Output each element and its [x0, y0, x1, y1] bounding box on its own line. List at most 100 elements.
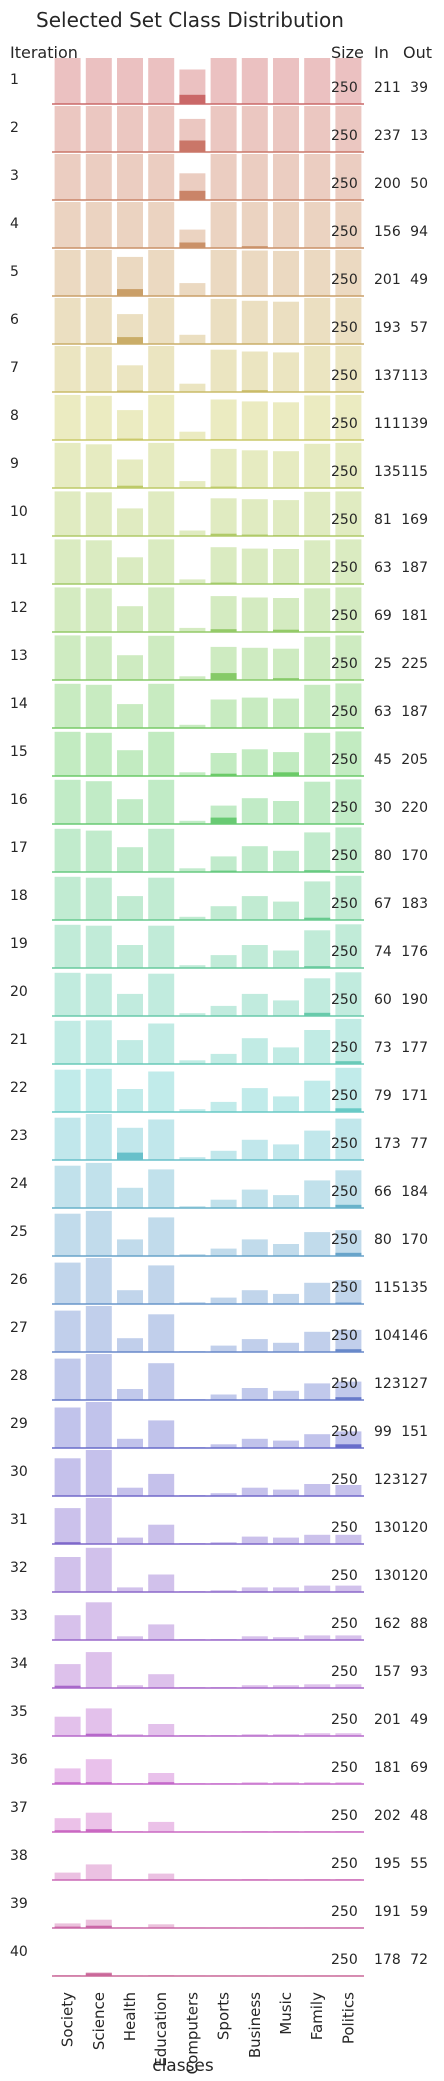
pool-bar — [86, 1450, 112, 1496]
pool-bar — [86, 396, 112, 440]
in-value: 67 — [374, 896, 392, 912]
pool-bar — [55, 1359, 81, 1400]
pool-bar — [273, 1490, 299, 1496]
pool-bar — [211, 1151, 237, 1160]
iteration-label: 21 — [10, 1032, 28, 1048]
pool-bar — [117, 945, 143, 968]
iteration-row: 19 250 74 176 — [10, 924, 428, 968]
selected-bar — [211, 673, 237, 680]
pool-bar — [242, 301, 268, 344]
pool-bar — [148, 1674, 174, 1688]
pool-bar — [273, 951, 299, 969]
pool-bar — [55, 780, 81, 824]
size-value: 250 — [331, 896, 358, 912]
pool-bar — [211, 58, 237, 104]
in-value: 237 — [374, 128, 401, 144]
size-value: 250 — [331, 80, 358, 96]
in-value: 123 — [374, 1472, 401, 1488]
iteration-row: 11 250 63 187 — [10, 539, 428, 584]
out-value: 177 — [401, 1040, 428, 1056]
iteration-label: 11 — [10, 552, 28, 568]
out-value: 127 — [401, 1376, 428, 1392]
size-value: 250 — [331, 944, 358, 960]
pool-bar — [242, 154, 268, 200]
in-value: 74 — [374, 944, 392, 960]
in-value: 200 — [374, 176, 401, 192]
pool-bar — [86, 202, 112, 248]
pool-bar — [273, 699, 299, 728]
pool-bar — [273, 1343, 299, 1352]
pool-bar — [211, 700, 237, 729]
pool-bar — [304, 782, 330, 824]
size-value: 250 — [331, 800, 358, 816]
pool-bar — [86, 878, 112, 920]
pool-bar — [179, 384, 205, 392]
out-value: 187 — [401, 704, 428, 720]
pool-bar — [304, 202, 330, 248]
iteration-row: 39 250 191 59 — [10, 1896, 428, 1928]
in-value: 173 — [374, 1136, 401, 1152]
pool-bar — [273, 902, 299, 920]
pool-bar — [55, 829, 81, 872]
pool-bar — [86, 1211, 112, 1256]
pool-bar — [148, 58, 174, 104]
pool-bar — [273, 1441, 299, 1448]
size-value: 250 — [331, 224, 358, 240]
pool-bar — [55, 1508, 81, 1544]
out-value: 57 — [410, 320, 428, 336]
size-value: 250 — [331, 416, 358, 432]
in-value: 60 — [374, 992, 392, 1008]
out-value: 171 — [401, 1088, 428, 1104]
pool-bar — [148, 1169, 174, 1208]
pool-bar — [211, 1298, 237, 1304]
pool-bar — [211, 154, 237, 200]
pool-bar — [335, 1535, 361, 1544]
pool-bar — [148, 106, 174, 152]
size-value: 250 — [331, 560, 358, 576]
iteration-row: 21 250 73 177 — [10, 1019, 428, 1064]
pool-bar — [117, 704, 143, 728]
pool-bar — [273, 1000, 299, 1016]
iteration-row: 8 250 111 139 — [10, 395, 428, 440]
out-value: 181 — [401, 608, 428, 624]
pool-bar — [211, 498, 237, 536]
iteration-row: 18 250 67 183 — [10, 876, 428, 920]
pool-bar — [304, 930, 330, 968]
pool-bar — [86, 588, 112, 632]
pool-bar — [117, 750, 143, 776]
pool-bar — [148, 1874, 174, 1880]
pool-bar — [304, 492, 330, 536]
pool-bar — [211, 202, 237, 248]
iteration-row: 28 250 123 127 — [10, 1354, 428, 1400]
pool-bar — [304, 154, 330, 200]
pool-bar — [242, 58, 268, 104]
pool-bar — [304, 685, 330, 728]
pool-bar — [242, 1290, 268, 1304]
out-value: 135 — [401, 1280, 428, 1296]
pool-bar — [304, 1081, 330, 1112]
pool-bar — [211, 1249, 237, 1256]
out-value: 176 — [401, 944, 428, 960]
out-value: 55 — [410, 1856, 428, 1872]
out-value: 170 — [401, 848, 428, 864]
pool-bar — [117, 202, 143, 248]
pool-bar — [179, 531, 205, 537]
iteration-row: 31 250 130 120 — [10, 1498, 428, 1544]
pool-bar — [86, 1759, 112, 1784]
pool-bar — [273, 451, 299, 488]
selected-bar — [179, 243, 205, 249]
pool-bar — [304, 881, 330, 920]
size-value: 250 — [331, 1904, 358, 1920]
pool-bar — [211, 299, 237, 344]
pool-bar — [55, 684, 81, 728]
size-value: 250 — [331, 1088, 358, 1104]
size-value: 250 — [331, 1808, 358, 1824]
pool-bar — [117, 1290, 143, 1304]
pool-bar — [117, 1488, 143, 1496]
iteration-label: 16 — [10, 792, 28, 808]
pool-bar — [55, 1263, 81, 1304]
in-value: 201 — [374, 1712, 401, 1728]
pool-bar — [55, 58, 81, 104]
pool-bar — [55, 154, 81, 200]
